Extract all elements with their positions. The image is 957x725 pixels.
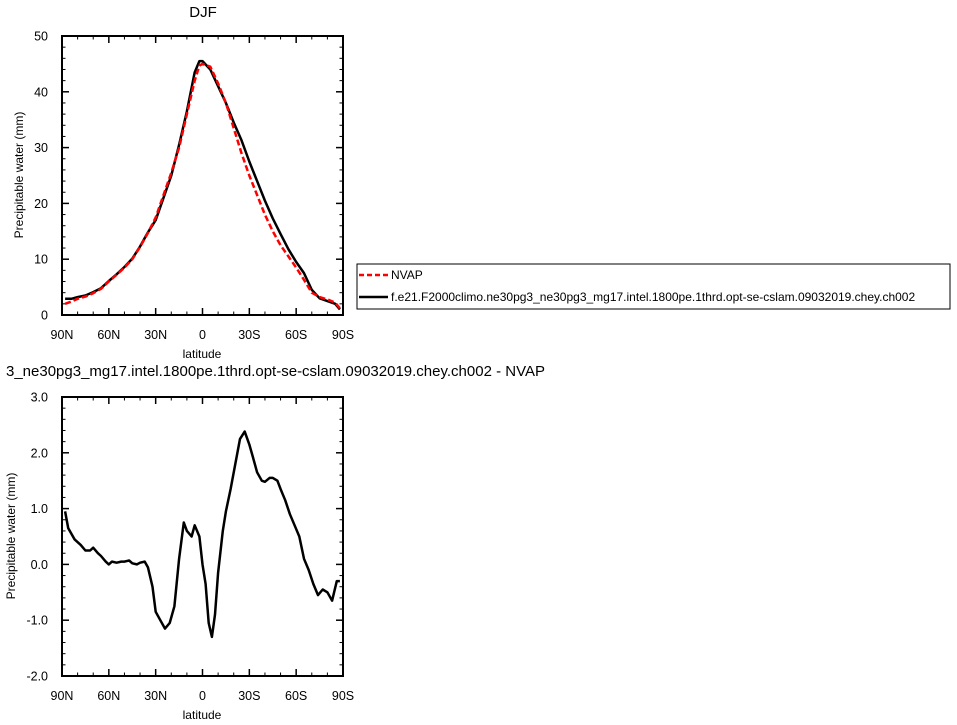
y-tick-label: -2.0	[26, 670, 48, 684]
y-tick-labels: -2.0 -1.0 0.0 1.0 2.0 3.0	[26, 391, 48, 684]
legend-label-nvap: NVAP	[391, 268, 423, 282]
x-tick-label: 60N	[97, 328, 120, 342]
y-tick-label: 30	[34, 141, 48, 155]
x-tick-label: 60S	[285, 689, 307, 703]
chart-title: 3_ne30pg3_mg17.intel.1800pe.1thrd.opt-se…	[6, 363, 545, 380]
x-tick-label: 90N	[51, 689, 74, 703]
x-tick-labels: 90N 60N 30N 0 30S 60S 90S	[51, 689, 355, 703]
x-tick-label: 60N	[97, 689, 120, 703]
x-axis-label: latitude	[183, 708, 222, 722]
legend-box	[356, 263, 951, 310]
y-axis-label: Precipitable water (mm)	[4, 473, 18, 600]
y-axis-label: Precipitable water (mm)	[12, 112, 26, 239]
x-tick-label: 90S	[332, 328, 354, 342]
x-tick-label: 30N	[144, 328, 167, 342]
x-tick-label: 0	[199, 328, 206, 342]
y-tick-labels: 0 10 20 30 40 50	[34, 30, 48, 323]
series-group	[64, 59, 341, 311]
y-tick-label: 10	[34, 253, 48, 267]
x-tick-label: 0	[199, 689, 206, 703]
x-axis-label: latitude	[183, 347, 222, 361]
y-tick-label: 2.0	[31, 446, 48, 460]
series-group	[63, 430, 340, 639]
plot-frame	[61, 396, 344, 677]
series-line-nvap	[64, 62, 341, 310]
chart-panel-bottom: 3_ne30pg3_mg17.intel.1800pe.1thrd.opt-se…	[4, 363, 545, 722]
x-tick-label: 60S	[285, 328, 307, 342]
x-tick-label: 30S	[238, 689, 260, 703]
y-tick-label: -1.0	[26, 614, 48, 628]
series-line-model	[65, 59, 341, 311]
series-line-model	[63, 430, 340, 639]
x-tick-label: 30N	[144, 689, 167, 703]
x-tick-label: 90N	[51, 328, 74, 342]
y-tick-label: 40	[34, 85, 48, 99]
y-tick-label: 0.0	[31, 558, 48, 572]
y-tick-label: 20	[34, 197, 48, 211]
x-tick-label: 90S	[332, 689, 354, 703]
tick-marks	[61, 35, 344, 316]
y-tick-label: 3.0	[31, 391, 48, 405]
y-tick-label: 50	[34, 30, 48, 44]
x-tick-labels: 90N 60N 30N 0 30S 60S 90S	[51, 328, 355, 342]
tick-marks	[61, 396, 344, 677]
chart-panel-top: DJF 90N 60N 30N 0 30S 60S 90S 0 10 20 30 40 50 lati…	[12, 4, 354, 361]
legend: NVAP f.e21.F2000climo.ne30pg3_ne30pg3_mg…	[356, 263, 951, 310]
chart-title: DJF	[189, 4, 217, 21]
legend-label-model: f.e21.F2000climo.ne30pg3_ne30pg3_mg17.in…	[391, 290, 915, 304]
y-tick-label: 0	[41, 309, 48, 323]
x-tick-label: 30S	[238, 328, 260, 342]
y-tick-label: 1.0	[31, 502, 48, 516]
